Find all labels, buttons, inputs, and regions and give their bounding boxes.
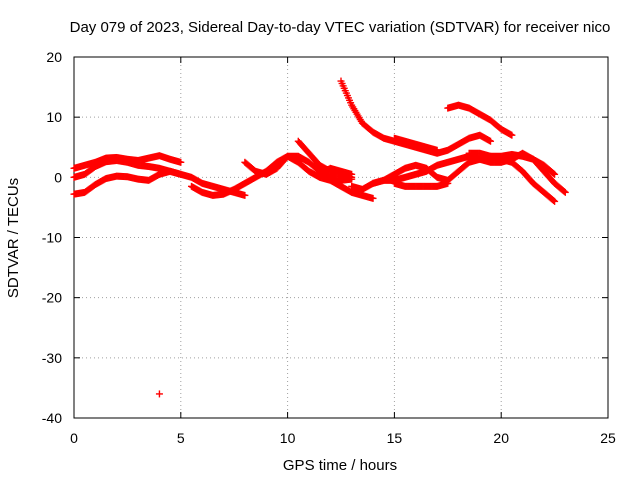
x-axis-title: GPS time / hours (283, 457, 397, 474)
x-tick-label: 15 (387, 430, 403, 446)
arc-11-point (560, 187, 568, 195)
arc-3-point (177, 158, 185, 166)
y-tick-label: -30 (42, 350, 62, 366)
x-tick-label: 25 (600, 430, 616, 446)
arc-15-point (550, 169, 558, 177)
outlier-point (155, 390, 163, 398)
arc-11-point (561, 188, 569, 196)
y-tick-label: 10 (46, 109, 62, 125)
arc-12-point (550, 196, 558, 204)
arc-9-point (487, 137, 495, 145)
chart-title: Day 079 of 2023, Sidereal Day-to-day VTE… (70, 19, 611, 36)
y-axis-title: SDTVAR / TECUs (5, 178, 22, 298)
y-tick-label: -20 (42, 290, 62, 306)
arc-8-point (348, 170, 356, 178)
arc-4-point (241, 191, 249, 199)
y-tick-label: -10 (42, 230, 62, 246)
points-layer (70, 77, 569, 398)
y-tick-label: 0 (54, 169, 62, 185)
arc-14-point (444, 179, 452, 187)
arc-10-point (433, 146, 441, 154)
arc-15-point (551, 170, 559, 178)
tick-layer: 0 5 10 15 20 25 -40 -30 -20 -10 0 10 20 (42, 49, 616, 446)
arc-13-point (508, 131, 516, 139)
y-tick-label: 20 (46, 49, 62, 65)
x-tick-label: 0 (70, 430, 78, 446)
y-tick-label: -40 (42, 410, 62, 426)
x-tick-label: 5 (177, 430, 185, 446)
x-tick-label: 10 (280, 430, 296, 446)
arc-12-point (551, 197, 559, 205)
x-tick-label: 20 (493, 430, 509, 446)
arc-6-point (369, 194, 377, 202)
grid-layer (74, 57, 608, 418)
